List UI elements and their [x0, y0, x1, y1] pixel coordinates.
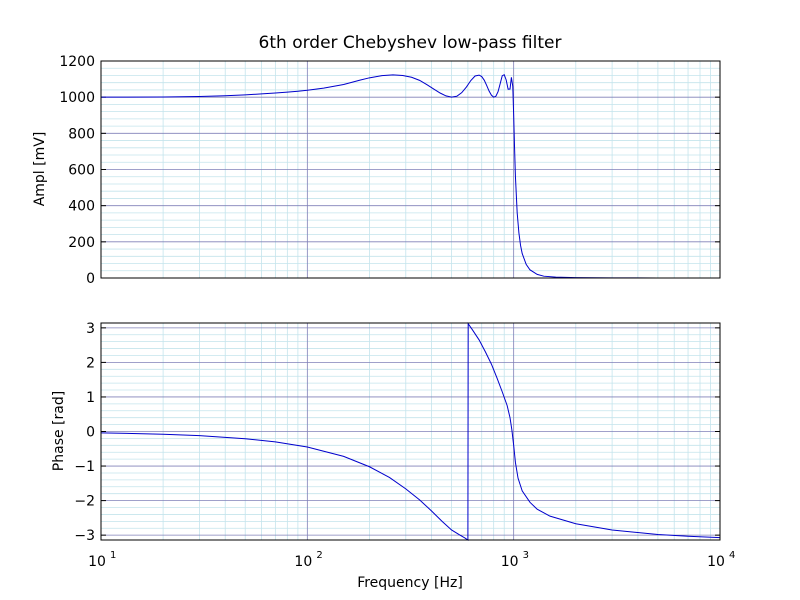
series-line [100, 322, 721, 541]
y-tick-label: 1200 [59, 54, 95, 70]
y-tick-label: 0 [86, 425, 95, 441]
x-tick-exponent: 3 [523, 550, 529, 561]
x-tick-exponent: 4 [729, 550, 735, 561]
phase-axes: −3 −2 −1 0 1 2 3 10 1 10 2 10 3 10 4 [74, 321, 735, 570]
axes-frame [100, 322, 721, 541]
x-tick-exponent: 1 [110, 550, 116, 561]
amplitude-axes: 0 200 400 600 800 1000 1200 [59, 54, 721, 287]
y-tick-label: 800 [68, 126, 95, 142]
chart-title: 6th order Chebyshev low-pass filter [259, 33, 562, 53]
y-tick-label: 400 [68, 199, 95, 215]
x-tick-label: 10 [294, 554, 312, 570]
y-tick-label: −1 [74, 459, 95, 475]
x-tick-label: 10 [707, 554, 725, 570]
y-tick-label: 2 [86, 355, 95, 371]
axes-frame [100, 60, 721, 279]
x-tick-label: 10 [88, 554, 106, 570]
y-tick-label: 3 [86, 321, 95, 337]
y-tick-label: 600 [68, 163, 95, 179]
series-line [100, 74, 720, 279]
y-tick-label: −2 [74, 494, 95, 510]
amplitude-y-axis-label: Ampl [mV] [32, 132, 48, 207]
y-tick-label: 0 [86, 271, 95, 287]
y-tick-label: 1 [86, 390, 95, 406]
y-tick-label: 1000 [59, 90, 95, 106]
x-tick-label: 10 [501, 554, 519, 570]
x-tick-exponent: 2 [316, 550, 322, 561]
phase-y-axis-label: Phase [rad] [51, 391, 67, 471]
y-tick-label: −3 [74, 528, 95, 544]
y-tick-label: 200 [68, 235, 95, 251]
x-axis-label: Frequency [Hz] [357, 575, 463, 591]
